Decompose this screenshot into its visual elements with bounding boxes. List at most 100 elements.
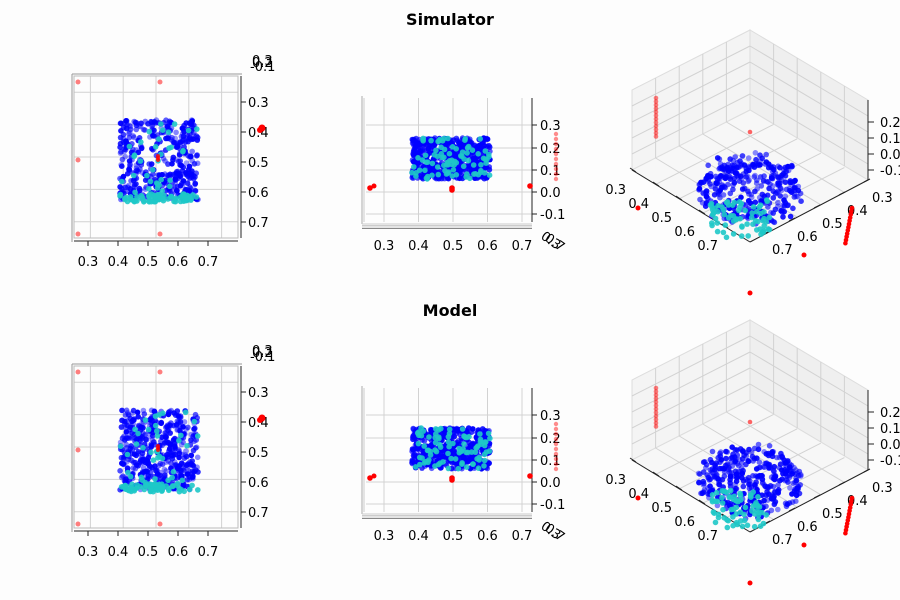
z-tick-label: 0.3 <box>252 344 273 359</box>
grid-line <box>631 383 751 445</box>
data-point <box>750 204 757 210</box>
data-point <box>757 152 763 158</box>
z-tick-label: 0.2 <box>880 116 900 131</box>
data-point <box>705 195 711 202</box>
data-point <box>424 447 431 454</box>
data-point <box>653 389 659 394</box>
data-point <box>176 454 182 461</box>
data-point <box>781 457 787 463</box>
x-tick-label: 0.4 <box>408 529 429 544</box>
data-point <box>727 487 734 494</box>
z-tick-label: 0.0 <box>540 186 561 201</box>
data-point <box>175 426 181 433</box>
grid-line <box>631 77 751 139</box>
data-point <box>147 473 154 480</box>
data-point <box>190 476 196 482</box>
data-point <box>772 499 779 505</box>
data-point <box>154 181 161 187</box>
data-point <box>748 449 755 456</box>
data-point <box>148 487 154 494</box>
panel-front-view: 0.3 0.4 0.5 0.6 0.70.30.20.10.0-0.10.30.7 <box>361 386 567 545</box>
data-point <box>119 407 125 414</box>
data-point <box>455 465 462 472</box>
data-point <box>156 448 160 452</box>
data-point <box>163 117 169 123</box>
data-point <box>778 207 785 214</box>
y-tick-label: 0.3 <box>248 96 269 111</box>
data-point <box>481 442 488 449</box>
data-point <box>131 118 137 125</box>
data-point <box>422 152 429 159</box>
data-point <box>163 452 170 458</box>
grid-line <box>749 383 869 455</box>
data-point <box>156 158 160 162</box>
data-point <box>710 509 717 515</box>
data-point <box>119 435 126 442</box>
data-point <box>747 290 753 296</box>
data-point <box>745 188 751 195</box>
data-point <box>787 466 794 473</box>
data-point <box>440 454 447 461</box>
data-point <box>148 442 155 449</box>
data-point <box>162 158 168 164</box>
data-point <box>787 485 793 491</box>
data-point <box>165 409 172 416</box>
data-point <box>140 407 147 414</box>
data-point <box>762 161 768 167</box>
data-point <box>787 213 794 220</box>
data-point <box>446 426 453 433</box>
data-point <box>424 176 431 182</box>
data-point <box>782 193 789 200</box>
data-point <box>759 473 765 479</box>
grid-line <box>631 61 751 123</box>
data-point <box>127 433 133 440</box>
data-point <box>129 410 136 417</box>
data-point <box>732 458 738 465</box>
data-point <box>431 152 438 158</box>
data-point <box>722 175 728 181</box>
tick-mark <box>813 494 821 499</box>
data-point <box>174 188 180 194</box>
data-point <box>428 137 434 144</box>
data-point <box>172 176 178 182</box>
grid-line <box>749 93 869 165</box>
data-point <box>165 477 171 484</box>
data-point <box>409 448 415 455</box>
data-point <box>733 504 740 511</box>
data-point <box>190 447 197 454</box>
data-point <box>791 191 798 197</box>
data-point <box>123 125 130 131</box>
data-point <box>122 418 128 425</box>
data-point <box>653 403 659 408</box>
data-point <box>178 432 184 439</box>
data-point <box>132 465 139 472</box>
data-point <box>453 146 460 152</box>
z-tick-label: -0.1 <box>880 164 900 179</box>
x-tick-label: 0.7 <box>512 239 533 254</box>
data-point <box>719 465 726 472</box>
grid-line <box>631 367 751 429</box>
data-point <box>698 490 704 497</box>
data-point <box>137 484 144 490</box>
data-point <box>188 431 194 438</box>
data-point <box>714 498 721 505</box>
data-point <box>169 474 175 481</box>
data-point <box>723 448 729 455</box>
data-point <box>716 188 722 195</box>
data-point <box>553 171 559 177</box>
data-point <box>150 457 157 464</box>
data-point <box>712 215 719 222</box>
data-point <box>721 473 728 479</box>
data-point <box>734 521 741 528</box>
data-point <box>168 193 175 200</box>
data-point <box>367 475 373 481</box>
data-point <box>413 173 419 179</box>
data-point <box>780 214 786 220</box>
data-point <box>752 218 759 224</box>
data-point <box>737 518 744 524</box>
data-point <box>138 144 145 151</box>
data-point <box>725 181 731 188</box>
data-point <box>454 427 461 433</box>
data-point <box>740 483 747 490</box>
data-point <box>635 495 641 501</box>
